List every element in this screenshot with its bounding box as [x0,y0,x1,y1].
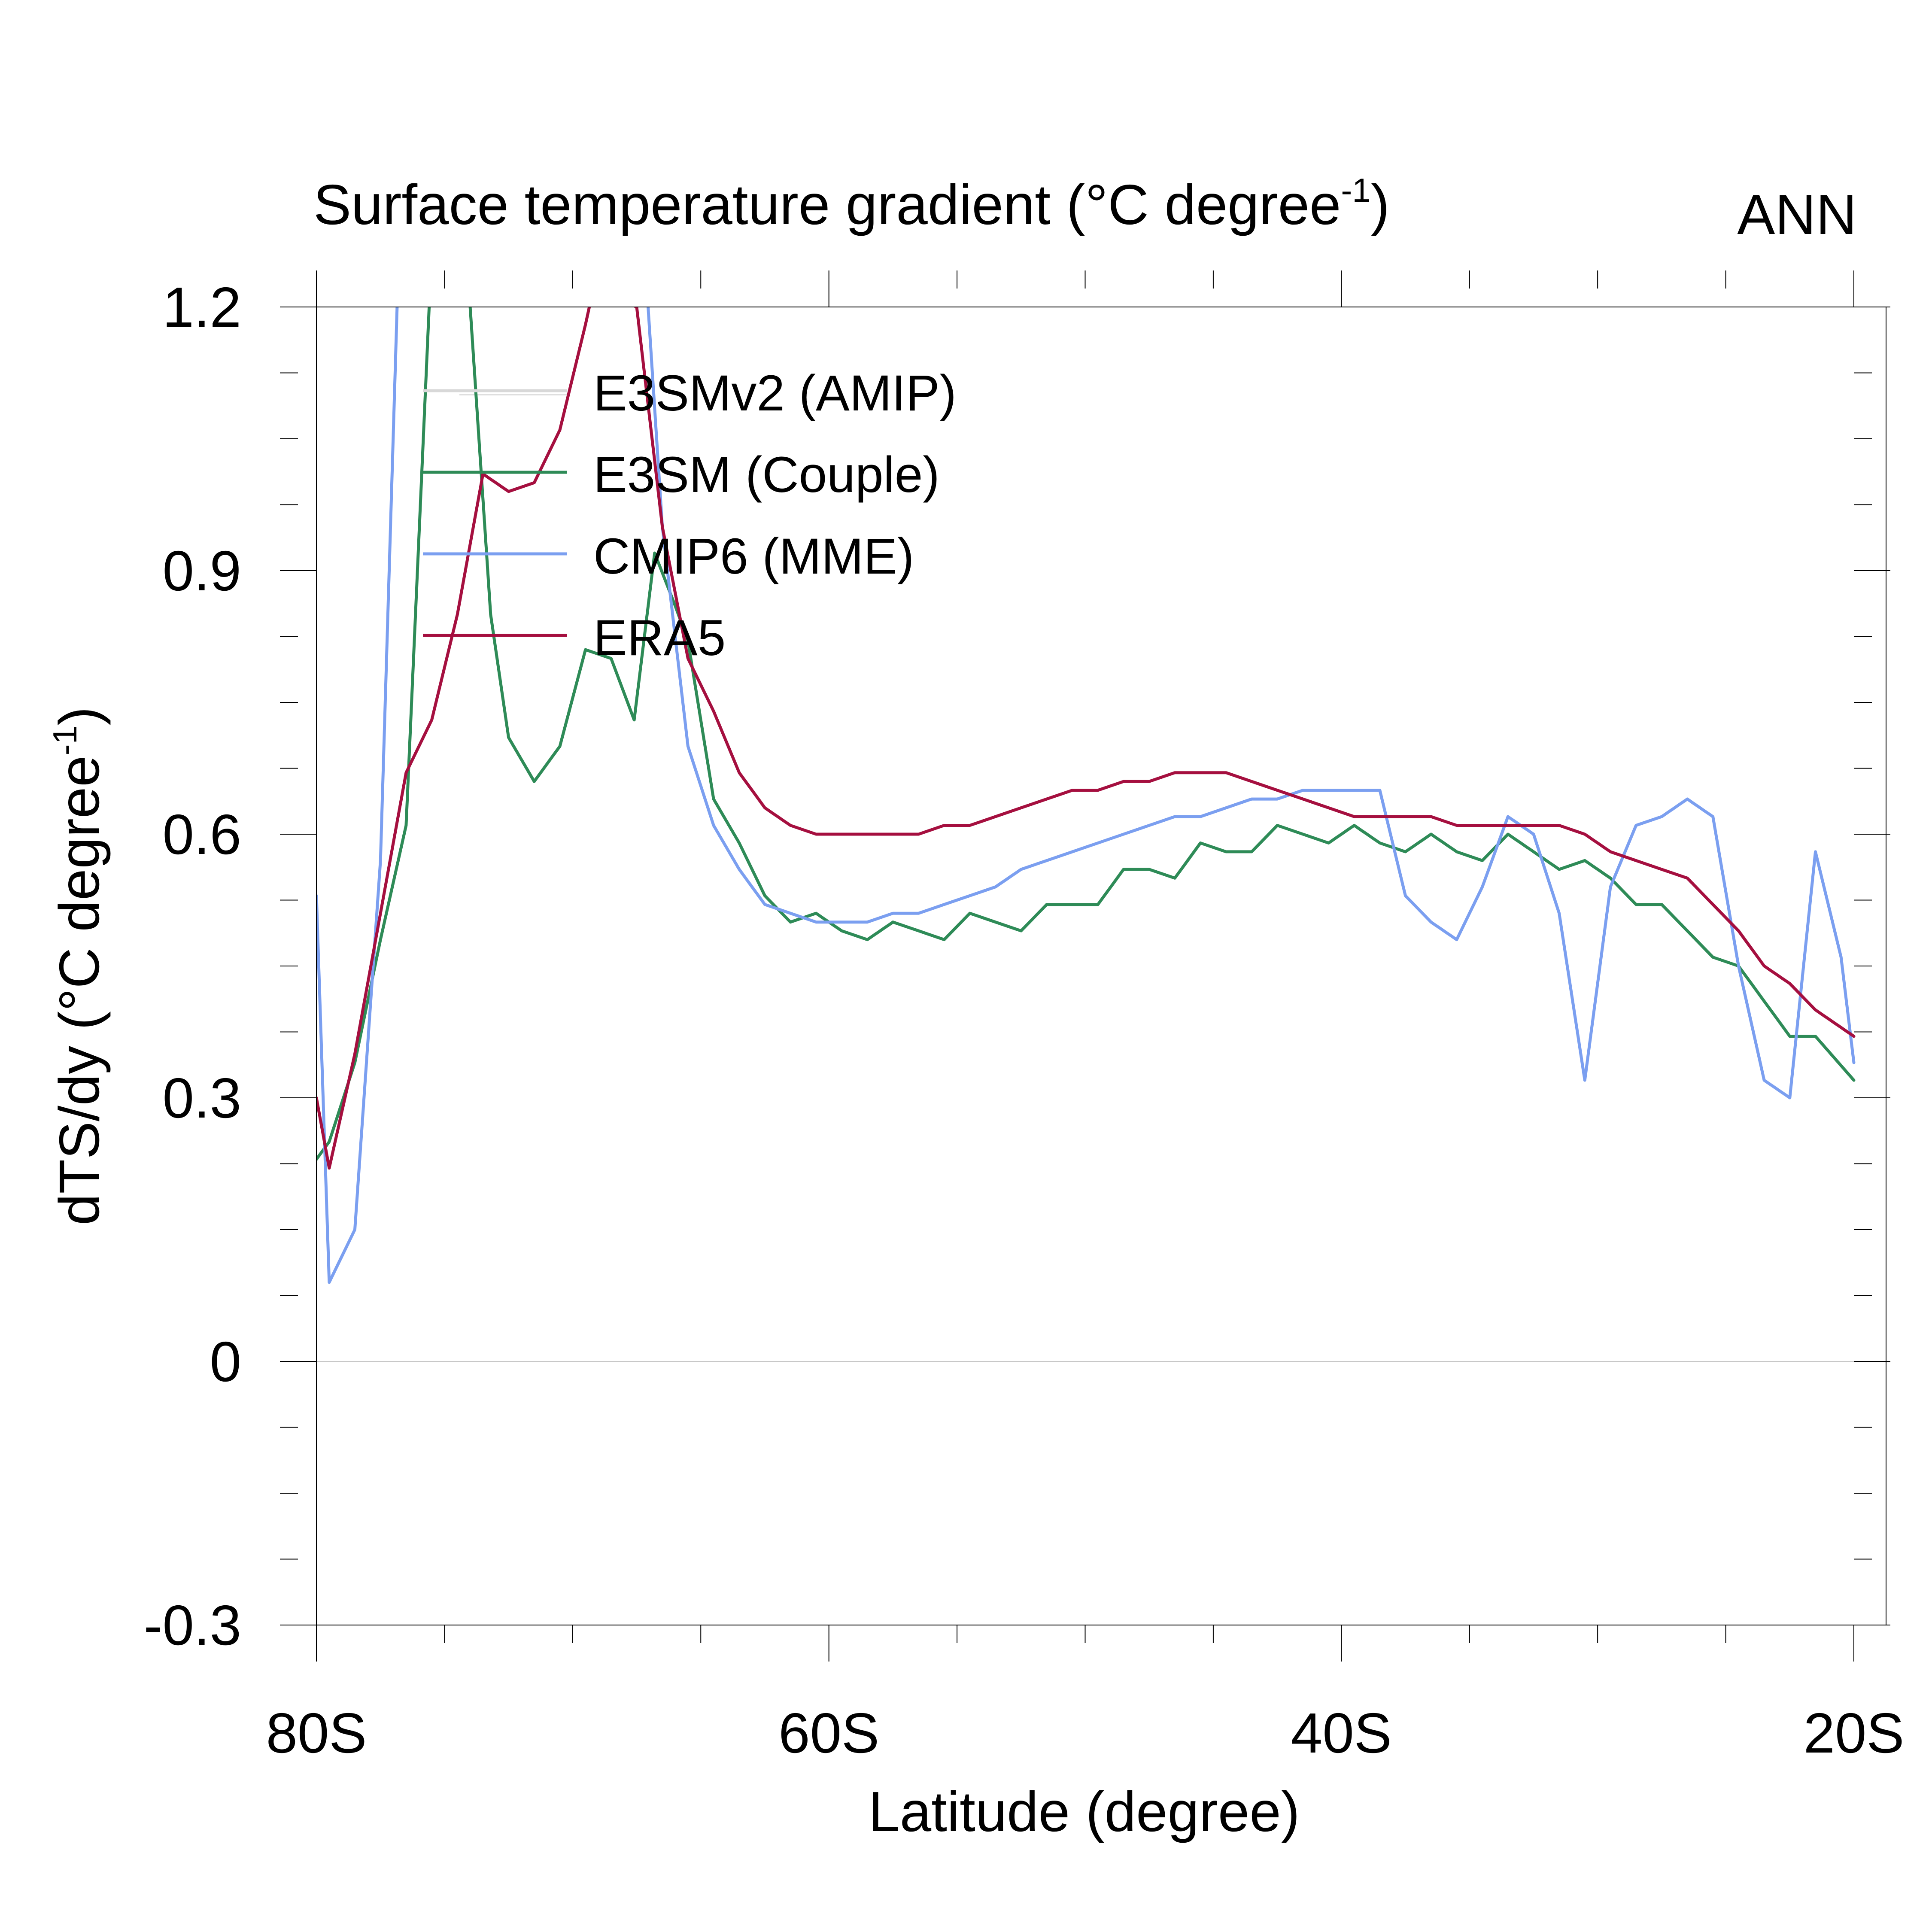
x-axis-label: Latitude (degree) [868,1780,1300,1843]
y-tick-label: 1.2 [163,276,242,339]
y-axis-label-end: ) [48,707,111,726]
y-tick-label: 0.6 [163,803,242,866]
y-axis-label-main: dTS/dy (°C degree [48,755,111,1225]
x-tick-label: 60S [778,1701,879,1765]
legend-label: CMIP6 (MME) [593,528,914,585]
x-tick-label: 20S [1804,1701,1905,1765]
series-line-era5 [316,307,1856,1170]
y-tick-label: 0.9 [163,539,242,602]
y-tick-label: -0.3 [144,1594,241,1657]
x-tick-label: 80S [266,1701,367,1765]
legend-label: ERA5 [593,610,726,666]
y-axis-label-superscript: -1 [46,726,84,755]
legend: E3SMv2 (AMIP) E3SM (Couple) CMIP6 (MME) ERA… [423,365,957,666]
chart-title-end: ) [1371,173,1390,236]
x-tick-label: 40S [1291,1701,1392,1765]
axis-ticks: -0.3 0 0.3 0.6 0.9 1.2 80S 60S 40S 20S [144,270,1905,1765]
plot-frame [316,307,1886,1625]
chart-title-main: Surface temperature gradient (°C degree [313,173,1341,236]
y-tick-label: 0 [210,1330,241,1393]
series-line-cmip6-mme [316,307,1856,1284]
y-tick-label: 0.3 [163,1066,242,1130]
gridlines [316,394,1886,1362]
chart-title: Surface temperature gradient (°C degree-… [313,171,1390,236]
y-axis-label: dTS/dy (°C degree-1) [46,707,111,1225]
series-layer [316,307,1856,1284]
legend-label: E3SM (Couple) [593,447,940,503]
legend-label: E3SMv2 (AMIP) [593,365,957,422]
chart-title-superscript: -1 [1341,171,1370,209]
series-line-e3sm-couple [316,307,1856,1161]
season-label: ANN [1737,183,1857,246]
